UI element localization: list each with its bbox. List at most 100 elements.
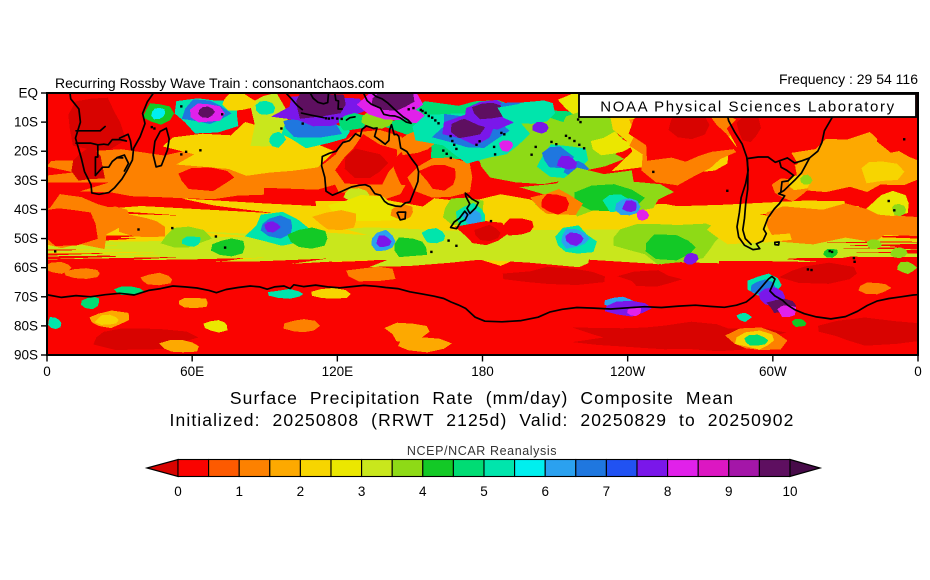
- field-blob: [210, 238, 245, 257]
- island-dot: [503, 133, 506, 136]
- island-dot: [652, 170, 655, 174]
- island-dot: [340, 117, 343, 121]
- colorbar-segment: [544, 458, 577, 478]
- field-blob: [622, 200, 637, 212]
- x-axis-label: 60E: [180, 364, 204, 379]
- field-blob: [92, 206, 130, 224]
- island-dot: [530, 153, 533, 156]
- field-blob: [222, 93, 257, 111]
- field-blob: [269, 131, 286, 148]
- field-blob: [500, 218, 534, 236]
- colorbar-label: 9: [725, 484, 733, 499]
- field-blob: [636, 209, 650, 221]
- colorbar-segment: [636, 458, 669, 478]
- colorbar-label: 3: [358, 484, 366, 499]
- y-axis-label: 60S: [14, 260, 38, 275]
- field-blob: [255, 101, 276, 115]
- field-blob: [264, 221, 281, 233]
- coastline-path: [362, 93, 412, 125]
- island-dot: [449, 134, 452, 138]
- coastline-path: [334, 93, 344, 110]
- colorbar-segment: [330, 458, 363, 478]
- noaa-box: NOAA Physical Sciences Laboratory: [578, 93, 917, 118]
- field-blob: [823, 248, 838, 258]
- island-dot: [150, 125, 153, 129]
- field-blob: [394, 237, 428, 258]
- field-blob: [64, 268, 100, 279]
- coastlines: [47, 93, 918, 323]
- island-dot: [564, 134, 568, 137]
- field-blob: [766, 210, 811, 235]
- colorbar-above-arrow: [789, 458, 823, 478]
- x-axis-label: 0: [914, 364, 922, 379]
- field-blob: [502, 266, 605, 285]
- island-dot: [214, 235, 218, 238]
- field-blob: [158, 340, 199, 353]
- field-blob: [668, 110, 710, 140]
- island-dot: [324, 117, 328, 120]
- y-axis-label: 70S: [14, 289, 38, 304]
- island-dot: [582, 147, 586, 150]
- field-blob: [47, 208, 98, 246]
- colorbar-segment: [208, 458, 240, 478]
- country-border-path: [75, 125, 106, 132]
- colorbar-label: 10: [782, 484, 797, 499]
- x-axis-label: 0: [43, 364, 51, 379]
- field-blob: [421, 228, 446, 244]
- coastline-path: [449, 210, 469, 230]
- island-dot: [199, 149, 202, 152]
- field-blob: [892, 204, 906, 217]
- island-dot: [828, 249, 831, 253]
- field-blob: [344, 148, 389, 178]
- island-dot: [489, 219, 493, 223]
- field-blob: [338, 113, 367, 131]
- island-dots: [54, 93, 906, 272]
- coastline-path: [309, 93, 330, 105]
- noaa-box-label: NOAA Physical Sciences Laboratory: [600, 99, 895, 116]
- colorbar-segment: [514, 458, 546, 478]
- island-dot: [431, 116, 434, 119]
- field-blob: [493, 93, 551, 103]
- field-blob: [645, 234, 696, 261]
- island-dot: [54, 250, 57, 253]
- x-axis-label: 120W: [610, 364, 646, 379]
- island-dot: [180, 105, 183, 108]
- coastline-path: [285, 93, 304, 111]
- island-dot: [887, 199, 890, 203]
- field-blob: [683, 252, 699, 265]
- colorbar-segment: [177, 458, 210, 478]
- island-dot: [424, 111, 427, 114]
- field-blob: [890, 247, 908, 258]
- field-blob: [744, 334, 769, 346]
- island-dot: [568, 136, 571, 140]
- colorbar-segment: [697, 458, 730, 478]
- island-dot: [555, 143, 558, 146]
- colorbar-label: 1: [235, 484, 243, 499]
- country-border-path: [103, 138, 128, 146]
- field-blob: [346, 266, 396, 282]
- island-dot: [550, 140, 553, 144]
- field-blob: [565, 232, 584, 246]
- country-border-path: [778, 161, 795, 193]
- field-blob: [311, 288, 351, 299]
- y-axis: EQ 10S 20S 30S 40S 50S 60S 70S 80S 90S: [14, 86, 47, 363]
- field-blob: [557, 155, 577, 170]
- island-dot: [184, 150, 188, 153]
- y-axis-label: 20S: [14, 144, 38, 159]
- field-blob: [151, 107, 166, 120]
- island-dot: [180, 153, 183, 156]
- colorbar-segment: [422, 458, 454, 478]
- colorbar-segment: [575, 458, 607, 478]
- field-blob: [497, 97, 556, 124]
- colorbar-label: 7: [603, 484, 611, 499]
- colorbar-label: 5: [480, 484, 488, 499]
- y-axis-label: 80S: [14, 318, 38, 333]
- island-dot: [903, 138, 906, 141]
- field-blob: [268, 288, 304, 299]
- field-blob: [418, 164, 456, 191]
- coastline-path: [345, 116, 356, 121]
- island-dot: [852, 256, 856, 260]
- field-blob: [182, 236, 201, 247]
- field-blob: [627, 307, 641, 316]
